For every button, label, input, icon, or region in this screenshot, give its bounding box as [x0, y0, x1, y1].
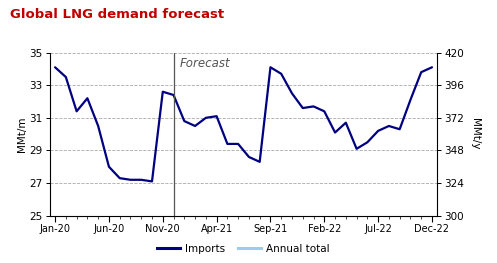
Y-axis label: MMt/y: MMt/y [470, 118, 480, 150]
Text: Forecast: Forecast [180, 58, 231, 70]
Legend: Imports, Annual total: Imports, Annual total [153, 239, 334, 258]
Text: Global LNG demand forecast: Global LNG demand forecast [10, 8, 224, 21]
Y-axis label: MMt/m: MMt/m [17, 117, 27, 152]
